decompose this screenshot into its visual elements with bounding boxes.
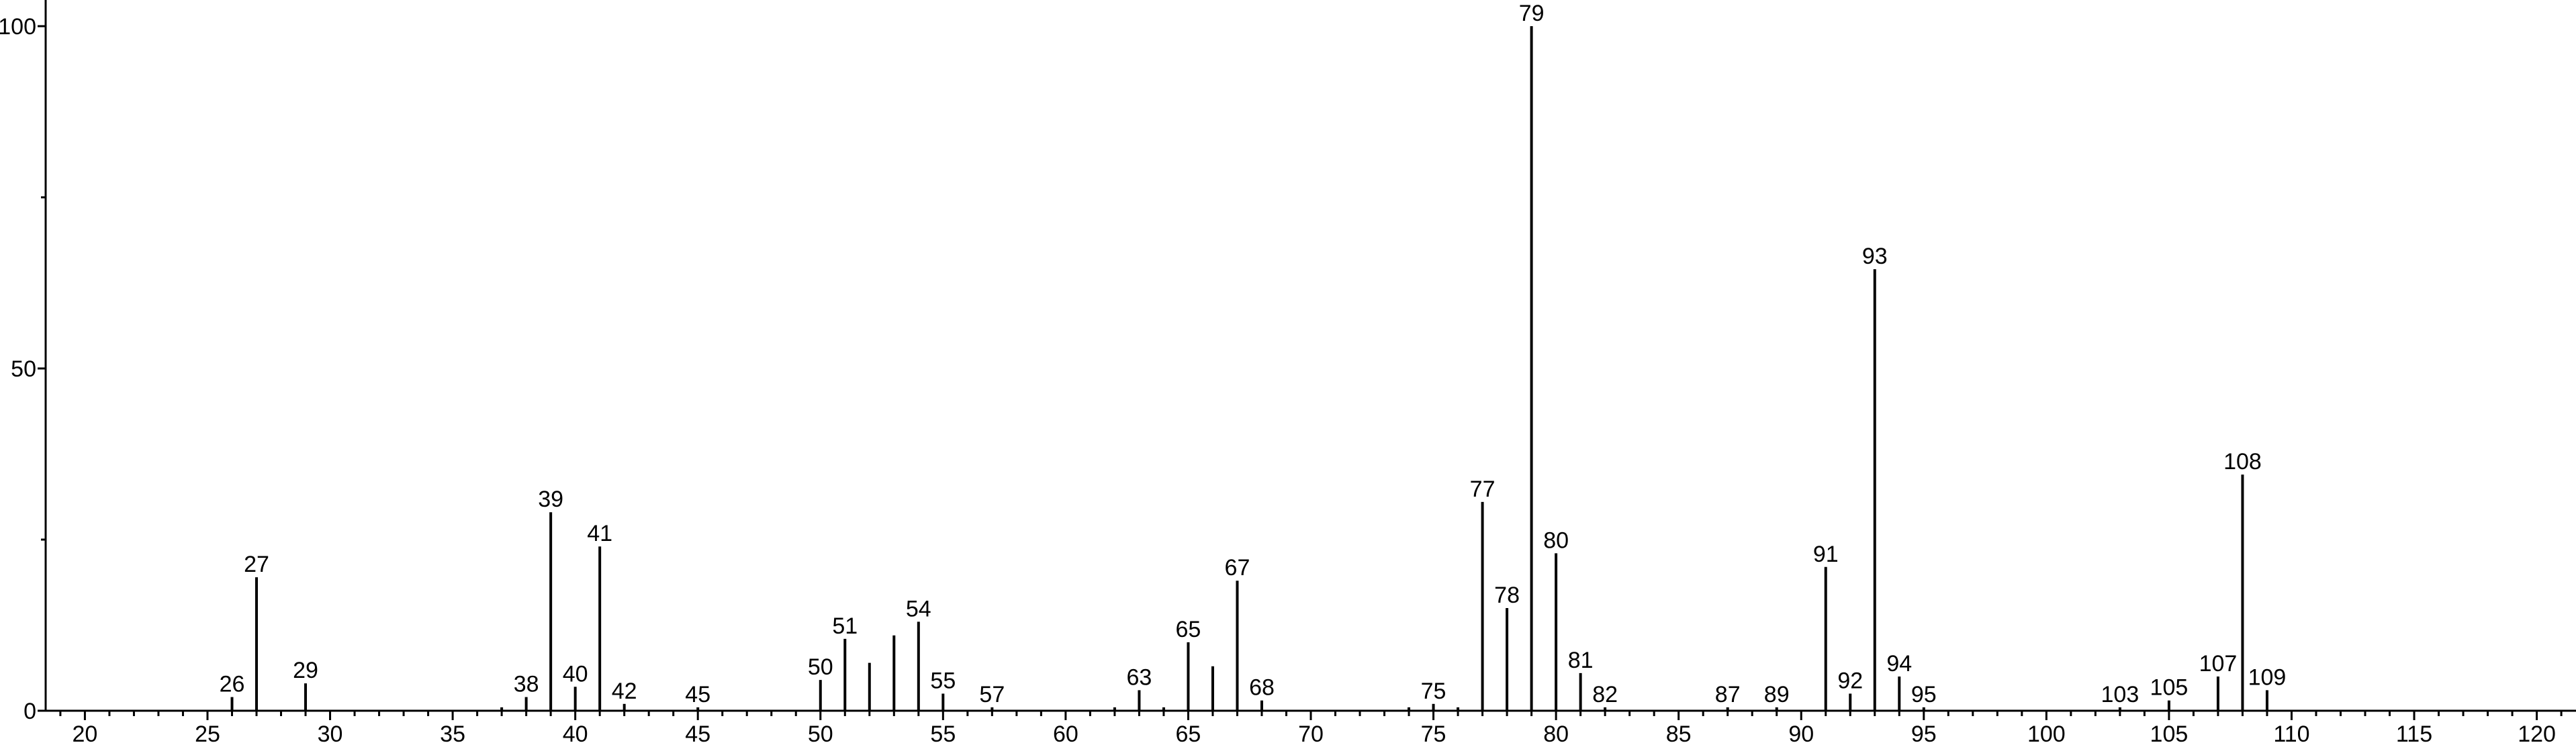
x-tick-label: 80 bbox=[1543, 721, 1569, 747]
x-tick-label: 105 bbox=[2150, 721, 2189, 747]
peak-label: 80 bbox=[1543, 528, 1569, 553]
y-tick-label: 0 bbox=[24, 699, 36, 724]
x-tick-label: 85 bbox=[1666, 721, 1692, 747]
peak-label: 63 bbox=[1127, 664, 1152, 690]
peak-label: 95 bbox=[1911, 682, 1937, 707]
peak-label: 78 bbox=[1494, 583, 1520, 608]
peak-label: 94 bbox=[1886, 651, 1912, 677]
peak-label: 55 bbox=[930, 668, 956, 694]
x-tick-label: 40 bbox=[563, 721, 588, 747]
x-tick-label: 30 bbox=[318, 721, 343, 747]
peak-label: 38 bbox=[514, 672, 539, 697]
peak-label: 27 bbox=[244, 552, 269, 577]
peak-label: 87 bbox=[1715, 682, 1741, 707]
peak-label: 109 bbox=[2248, 664, 2287, 690]
peak-label: 105 bbox=[2150, 675, 2189, 701]
peak-label: 26 bbox=[220, 672, 245, 697]
peak-label: 103 bbox=[2101, 682, 2140, 707]
x-tick-label: 100 bbox=[2027, 721, 2066, 747]
y-tick-label: 50 bbox=[11, 356, 36, 382]
x-tick-label: 60 bbox=[1053, 721, 1078, 747]
peak-label: 108 bbox=[2223, 449, 2262, 475]
peak-label: 39 bbox=[538, 487, 563, 512]
peak-label: 107 bbox=[2199, 651, 2238, 677]
peak-label: 68 bbox=[1249, 675, 1275, 701]
peak-label: 50 bbox=[808, 654, 833, 680]
x-tick-label: 110 bbox=[2273, 721, 2309, 747]
peak-label: 93 bbox=[1862, 244, 1888, 269]
x-tick-label: 70 bbox=[1298, 721, 1324, 747]
x-tick-label: 50 bbox=[808, 721, 833, 747]
peak-label: 91 bbox=[1813, 542, 1839, 567]
peak-label: 79 bbox=[1519, 1, 1545, 26]
peak-label: 65 bbox=[1176, 617, 1201, 642]
peak-label: 41 bbox=[587, 521, 612, 546]
x-tick-label: 120 bbox=[2518, 721, 2556, 747]
y-tick-label: 100 bbox=[0, 14, 36, 40]
peak-label: 92 bbox=[1837, 668, 1863, 694]
peak-label: 82 bbox=[1592, 682, 1618, 707]
peak-label: 54 bbox=[906, 596, 931, 621]
peak-label: 89 bbox=[1764, 682, 1790, 707]
x-tick-label: 20 bbox=[73, 721, 98, 747]
x-tick-label: 35 bbox=[440, 721, 465, 747]
peak-label: 57 bbox=[979, 682, 1005, 707]
peak-label: 81 bbox=[1568, 648, 1594, 673]
peak-label: 29 bbox=[293, 658, 318, 683]
peak-label: 67 bbox=[1225, 555, 1250, 581]
x-tick-label: 90 bbox=[1788, 721, 1814, 747]
x-tick-label: 45 bbox=[685, 721, 710, 747]
peak-label: 45 bbox=[685, 682, 710, 707]
peak-label: 40 bbox=[563, 661, 588, 687]
x-tick-label: 55 bbox=[930, 721, 956, 747]
x-tick-label: 95 bbox=[1911, 721, 1937, 747]
x-tick-label: 115 bbox=[2396, 721, 2432, 747]
x-tick-label: 25 bbox=[195, 721, 220, 747]
peak-label: 51 bbox=[832, 613, 858, 639]
peak-label: 77 bbox=[1470, 477, 1496, 502]
x-tick-label: 65 bbox=[1176, 721, 1201, 747]
peak-label: 42 bbox=[612, 679, 637, 704]
x-tick-label: 75 bbox=[1421, 721, 1446, 747]
peak-label: 75 bbox=[1421, 679, 1446, 704]
